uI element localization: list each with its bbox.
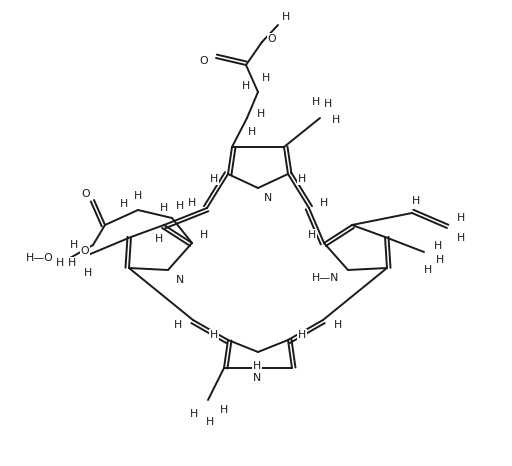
Text: H: H — [308, 230, 316, 240]
Text: H: H — [332, 115, 340, 125]
Text: H: H — [56, 258, 64, 268]
Text: H: H — [457, 233, 465, 243]
Text: H: H — [174, 320, 182, 330]
Text: H: H — [120, 199, 128, 209]
Text: H: H — [257, 109, 265, 119]
Text: H: H — [312, 97, 320, 107]
Text: H: H — [457, 213, 465, 223]
Text: H—N: H—N — [312, 273, 339, 283]
Text: H: H — [190, 409, 198, 419]
Text: H: H — [176, 201, 184, 211]
Text: H: H — [188, 198, 196, 208]
Text: O: O — [81, 246, 89, 256]
Text: N: N — [176, 275, 184, 285]
Text: H: H — [262, 73, 270, 83]
Text: H: H — [412, 196, 420, 206]
Text: H: H — [242, 81, 250, 91]
Text: H: H — [282, 12, 290, 22]
Text: H: H — [155, 234, 163, 244]
Text: H: H — [436, 255, 444, 265]
Text: H: H — [210, 330, 218, 340]
Text: H: H — [320, 198, 328, 208]
Text: H: H — [434, 241, 442, 251]
Text: N: N — [253, 373, 261, 383]
Text: H: H — [200, 230, 208, 240]
Text: H: H — [134, 191, 142, 201]
Text: H: H — [253, 361, 261, 371]
Text: H: H — [160, 203, 168, 213]
Text: O: O — [82, 189, 90, 199]
Text: N: N — [264, 193, 272, 203]
Text: H: H — [298, 174, 306, 184]
Text: H—O: H—O — [26, 253, 54, 263]
Text: H: H — [206, 417, 214, 427]
Text: H: H — [84, 268, 92, 278]
Text: O: O — [200, 56, 208, 66]
Text: O: O — [268, 34, 276, 44]
Text: H: H — [68, 258, 76, 268]
Text: H: H — [424, 265, 432, 275]
Text: H: H — [210, 174, 218, 184]
Text: H: H — [248, 127, 256, 137]
Text: H: H — [70, 240, 78, 250]
Text: H: H — [334, 320, 342, 330]
Text: H: H — [220, 405, 228, 415]
Text: H: H — [324, 99, 332, 109]
Text: H: H — [298, 330, 306, 340]
